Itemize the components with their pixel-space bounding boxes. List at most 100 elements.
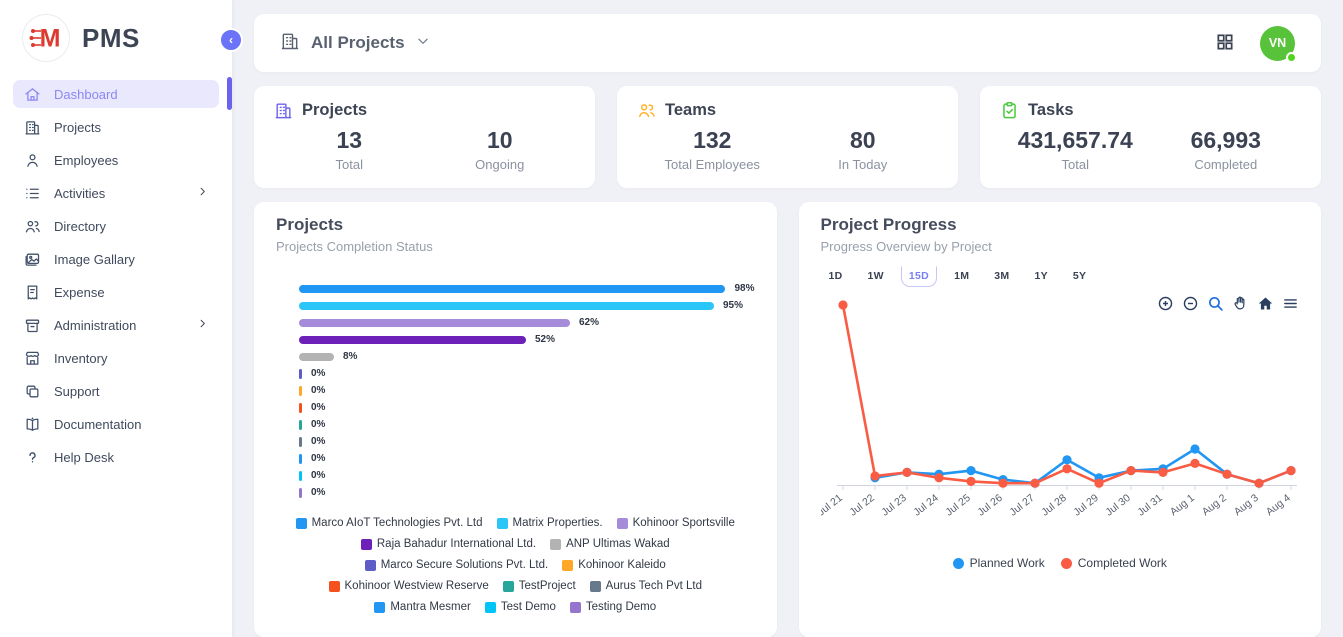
- building-icon: [280, 31, 300, 56]
- copy-icon: [24, 383, 41, 400]
- legend-item-anp-ultimas-wakad[interactable]: ANP Ultimas Wakad: [550, 538, 670, 550]
- store-icon: [24, 350, 41, 367]
- x-tick-label: Jul 29: [1071, 492, 1101, 519]
- chevron-right-icon: [197, 318, 208, 332]
- legend-label: Kohinoor Westview Reserve: [344, 580, 489, 592]
- bar-row-matrix-properties: 95%: [299, 297, 755, 314]
- building-icon: [24, 119, 41, 136]
- legend-item-testing-demo[interactable]: Testing Demo: [569, 601, 656, 613]
- user-avatar[interactable]: VN: [1260, 25, 1297, 63]
- legend-item-raja-bahadur-international-ltd[interactable]: Raja Bahadur International Ltd.: [360, 538, 537, 550]
- sidebar-item-label: Inventory: [54, 350, 108, 366]
- topbar: All Projects VN: [254, 14, 1321, 72]
- legend-swatch: [562, 559, 574, 571]
- range-button-15d[interactable]: 15D: [900, 266, 938, 287]
- legend-label: Aurus Tech Pvt Ltd: [605, 580, 702, 592]
- metric-value: 80: [849, 127, 876, 153]
- sidebar-item-label: Help Desk: [54, 449, 114, 465]
- metric-value: 10: [486, 127, 513, 153]
- progress-chart-subtitle: Progress Overview by Project: [820, 239, 992, 254]
- bar-row-kohinoor-sportsville: 62%: [299, 314, 755, 331]
- sidebar-item-inventory[interactable]: Inventory: [13, 344, 219, 372]
- bar-value-label: 0%: [311, 385, 326, 396]
- x-tick-label: Aug 2: [1199, 492, 1228, 518]
- apps-grid-icon[interactable]: [1214, 32, 1236, 54]
- x-tick-label: Jul 24: [911, 492, 941, 519]
- range-button-5y[interactable]: 5Y: [1065, 266, 1094, 287]
- sidebar-item-support[interactable]: Support: [13, 377, 219, 405]
- chevron-down-icon: [416, 34, 430, 53]
- sidebar-item-label: Documentation: [54, 416, 142, 432]
- bar-row-kohinoor-kaleido: 0%: [299, 382, 755, 399]
- sidebar-item-expense[interactable]: Expense: [13, 278, 219, 306]
- legend-item-test-demo[interactable]: Test Demo: [484, 601, 556, 613]
- progress-line-chart: Jul 21 Jul 22 Jul 23 Jul 24 Jul 25 Jul 26 Jul …: [815, 289, 1300, 556]
- bar: [299, 436, 302, 447]
- menu-icon[interactable]: [1282, 295, 1299, 312]
- data-point-completed-work: [901, 467, 912, 477]
- legend-item-kohinoor-kaleido[interactable]: Kohinoor Kaleido: [562, 559, 666, 571]
- sidebar-item-dashboard[interactable]: Dashboard: [13, 80, 219, 108]
- legend-label: ANP Ultimas Wakad: [566, 538, 670, 550]
- zoom-in-icon[interactable]: [1157, 295, 1174, 312]
- sidebar-item-help-desk[interactable]: Help Desk: [13, 443, 219, 471]
- legend-item-matrix-properties[interactable]: Matrix Properties.: [496, 517, 603, 529]
- legend-item-marco-aiot-technologies-pvt-ltd[interactable]: Marco AIoT Technologies Pvt. Ltd: [295, 517, 483, 529]
- range-button-1d[interactable]: 1D: [821, 266, 851, 287]
- stat-metric-ongoing: 10 Ongoing: [425, 127, 576, 172]
- home-icon[interactable]: [1257, 295, 1274, 312]
- range-button-1y[interactable]: 1Y: [1026, 266, 1055, 287]
- legend-item-mantra-mesmer[interactable]: Mantra Mesmer: [374, 601, 471, 613]
- sidebar-item-label: Administration: [54, 317, 137, 333]
- zoom-out-icon[interactable]: [1182, 295, 1199, 312]
- data-point-completed-work: [1285, 466, 1296, 476]
- sidebar-item-activities[interactable]: Activities: [13, 179, 219, 207]
- bar-value-label: 52%: [535, 334, 556, 345]
- zoom-icon[interactable]: [1207, 295, 1224, 312]
- x-tick-label: Jul 26: [975, 492, 1005, 519]
- bar-row-kohinoor-westview-reserve: 0%: [299, 399, 755, 416]
- person-icon: [24, 152, 41, 169]
- sidebar-item-directory[interactable]: Directory: [13, 212, 219, 240]
- metric-label: In Today: [838, 157, 888, 172]
- project-selector[interactable]: All Projects: [280, 31, 430, 56]
- time-range-selector: 1D 1W 15D 1M 3M 1Y 5Y: [821, 266, 1300, 287]
- building-icon: [274, 101, 293, 120]
- bar: [299, 385, 302, 396]
- sidebar-item-label: Directory: [54, 218, 107, 234]
- data-point-completed-work: [1061, 464, 1072, 474]
- range-button-3m[interactable]: 3M: [986, 266, 1017, 287]
- range-button-1m[interactable]: 1M: [946, 266, 977, 287]
- x-tick-label: Jul 21: [821, 492, 845, 519]
- legend-item-marco-secure-solutions-pvt-ltd[interactable]: Marco Secure Solutions Pvt. Ltd.: [364, 559, 548, 571]
- sidebar-item-documentation[interactable]: Documentation: [13, 410, 219, 438]
- legend-label: Raja Bahadur International Ltd.: [376, 538, 537, 550]
- sidebar-item-employees[interactable]: Employees: [13, 146, 219, 174]
- bar-row-testproject: 0%: [299, 416, 755, 433]
- bar-row-test-demo: 0%: [299, 467, 755, 484]
- legend-item-planned-work[interactable]: Planned Work: [952, 556, 1045, 570]
- people-icon: [24, 218, 41, 235]
- pan-icon[interactable]: [1232, 295, 1249, 312]
- sidebar-item-administration[interactable]: Administration: [13, 311, 219, 339]
- bar: [299, 453, 302, 464]
- help-icon: [24, 449, 41, 466]
- sidebar-collapse-button[interactable]: ‹: [219, 28, 243, 52]
- legend-item-testproject[interactable]: TestProject: [502, 580, 576, 592]
- x-tick-label: Jul 30: [1103, 492, 1133, 519]
- legend-item-aurus-tech-pvt-ltd[interactable]: Aurus Tech Pvt Ltd: [589, 580, 702, 592]
- bar-value-label: 62%: [579, 317, 600, 328]
- receipt-icon: [24, 284, 41, 301]
- home-icon: [24, 86, 41, 103]
- range-button-1w[interactable]: 1W: [860, 266, 892, 287]
- legend-item-kohinoor-sportsville[interactable]: Kohinoor Sportsville: [616, 517, 735, 529]
- legend-swatch: [589, 580, 601, 592]
- x-tick-label: Aug 4: [1263, 492, 1292, 518]
- metric-value: 132: [693, 127, 732, 153]
- legend-item-kohinoor-westview-reserve[interactable]: Kohinoor Westview Reserve: [328, 580, 489, 592]
- list-icon: [24, 185, 41, 202]
- sidebar-item-projects[interactable]: Projects: [13, 113, 219, 141]
- sidebar-item-image-gallary[interactable]: Image Gallary: [13, 245, 219, 273]
- legend-swatch: [360, 538, 372, 550]
- legend-item-completed-work[interactable]: Completed Work: [1060, 556, 1167, 570]
